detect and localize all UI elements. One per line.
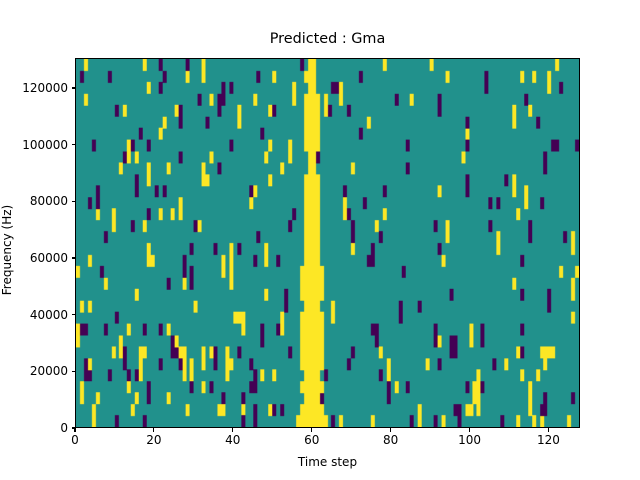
- x-tick-label: 100: [458, 433, 481, 447]
- y-tick-label: 20000: [29, 364, 68, 379]
- heatmap-axes: [75, 58, 580, 428]
- y-tick-label: 80000: [29, 194, 68, 209]
- x-tick-mark: [468, 428, 471, 432]
- x-tick-mark: [153, 428, 155, 432]
- x-tick-label: 20: [146, 433, 162, 447]
- y-tick-label: 100000: [22, 137, 68, 152]
- x-axis-label: Time step: [297, 455, 358, 469]
- y-tick-label: 0: [60, 421, 68, 435]
- y-axis-label: Frequency (Hz): [0, 204, 14, 296]
- y-tick-mark: [71, 314, 75, 316]
- chart-title: Predicted : Gma: [269, 31, 386, 47]
- x-tick-label: 0: [71, 433, 79, 447]
- y-tick-mark: [71, 427, 75, 429]
- x-tick-mark: [390, 428, 392, 432]
- y-tick-mark: [71, 200, 75, 202]
- y-tick-mark: [71, 144, 75, 146]
- heatmap-image: [76, 59, 579, 427]
- x-tick-label: 60: [304, 433, 320, 447]
- x-tick-mark: [232, 428, 234, 432]
- y-tick-mark: [71, 257, 75, 259]
- y-tick-label: 60000: [29, 251, 68, 265]
- y-tick-label: 120000: [22, 81, 68, 96]
- x-tick-label: 40: [225, 433, 241, 447]
- y-tick-label: 40000: [29, 307, 68, 322]
- y-tick-mark: [71, 87, 75, 89]
- x-tick-label: 120: [536, 433, 560, 447]
- y-tick-mark: [71, 370, 75, 372]
- x-tick-mark: [547, 428, 549, 432]
- x-tick-label: 80: [382, 433, 399, 447]
- x-tick-mark: [311, 428, 313, 432]
- x-tick-mark: [74, 428, 76, 432]
